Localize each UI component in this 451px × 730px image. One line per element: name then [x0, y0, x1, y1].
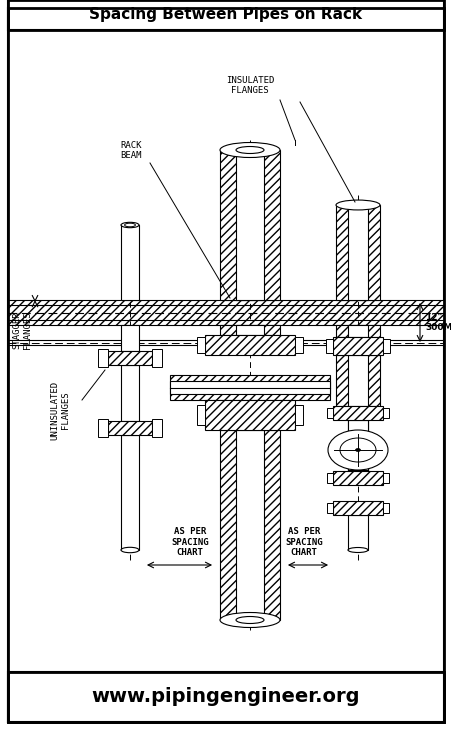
- Bar: [332, 337, 382, 355]
- Text: www.pipingengineer.org: www.pipingengineer.org: [92, 688, 359, 707]
- Bar: [332, 501, 382, 515]
- Bar: [235, 430, 263, 620]
- Bar: [197, 405, 205, 425]
- Ellipse shape: [355, 448, 360, 451]
- Bar: [121, 225, 139, 300]
- Bar: [235, 150, 263, 300]
- Bar: [121, 325, 139, 351]
- Bar: [8, 672, 443, 722]
- Bar: [121, 365, 139, 421]
- Bar: [382, 503, 388, 513]
- Ellipse shape: [220, 612, 279, 628]
- Text: INSULATED
FLANGES: INSULATED FLANGES: [226, 76, 274, 95]
- Bar: [8, 300, 443, 325]
- Ellipse shape: [339, 438, 375, 462]
- Text: UNINSULATED
FLANGES: UNINSULATED FLANGES: [50, 380, 69, 439]
- Bar: [295, 337, 302, 353]
- Bar: [108, 421, 152, 435]
- Bar: [220, 150, 279, 300]
- Bar: [152, 349, 161, 367]
- Bar: [170, 375, 329, 400]
- Bar: [220, 430, 279, 620]
- Bar: [347, 420, 367, 471]
- Bar: [382, 473, 388, 483]
- Bar: [347, 515, 367, 550]
- Bar: [347, 355, 367, 406]
- Bar: [98, 419, 108, 437]
- Text: RACK
BEAM: RACK BEAM: [120, 141, 141, 160]
- Ellipse shape: [124, 223, 135, 227]
- Bar: [332, 471, 382, 485]
- Ellipse shape: [121, 223, 139, 228]
- Bar: [98, 349, 108, 367]
- Ellipse shape: [235, 617, 263, 623]
- Ellipse shape: [327, 430, 387, 470]
- Bar: [197, 337, 205, 353]
- Bar: [335, 355, 379, 406]
- Ellipse shape: [335, 200, 379, 210]
- Bar: [8, 672, 443, 722]
- Ellipse shape: [347, 548, 367, 553]
- Ellipse shape: [235, 147, 263, 153]
- Bar: [335, 325, 379, 337]
- Bar: [170, 381, 329, 394]
- Bar: [382, 339, 389, 353]
- Bar: [8, 0, 443, 30]
- Bar: [152, 419, 161, 437]
- Bar: [335, 205, 379, 300]
- Ellipse shape: [220, 142, 279, 158]
- Ellipse shape: [121, 548, 139, 553]
- Bar: [347, 420, 367, 470]
- Bar: [108, 351, 152, 365]
- Text: AS PER
SPACING
CHART: AS PER SPACING CHART: [171, 527, 208, 557]
- Bar: [220, 325, 279, 335]
- Bar: [205, 335, 295, 355]
- Bar: [347, 205, 367, 300]
- Text: 12"
300MM: 12" 300MM: [424, 312, 451, 332]
- Bar: [326, 408, 332, 418]
- Bar: [347, 325, 367, 337]
- Bar: [8, 0, 443, 30]
- Bar: [121, 435, 139, 550]
- Bar: [235, 325, 263, 335]
- Text: STAGGER
FLANGES: STAGGER FLANGES: [12, 311, 32, 349]
- Text: AS PER
SPACING
CHART: AS PER SPACING CHART: [285, 527, 322, 557]
- Bar: [295, 405, 302, 425]
- Bar: [332, 406, 382, 420]
- Bar: [382, 408, 388, 418]
- Bar: [347, 430, 367, 471]
- Bar: [326, 473, 332, 483]
- Bar: [325, 339, 332, 353]
- Bar: [326, 503, 332, 513]
- Bar: [205, 400, 295, 430]
- Text: Spacing Between Pipes on Rack: Spacing Between Pipes on Rack: [89, 7, 362, 23]
